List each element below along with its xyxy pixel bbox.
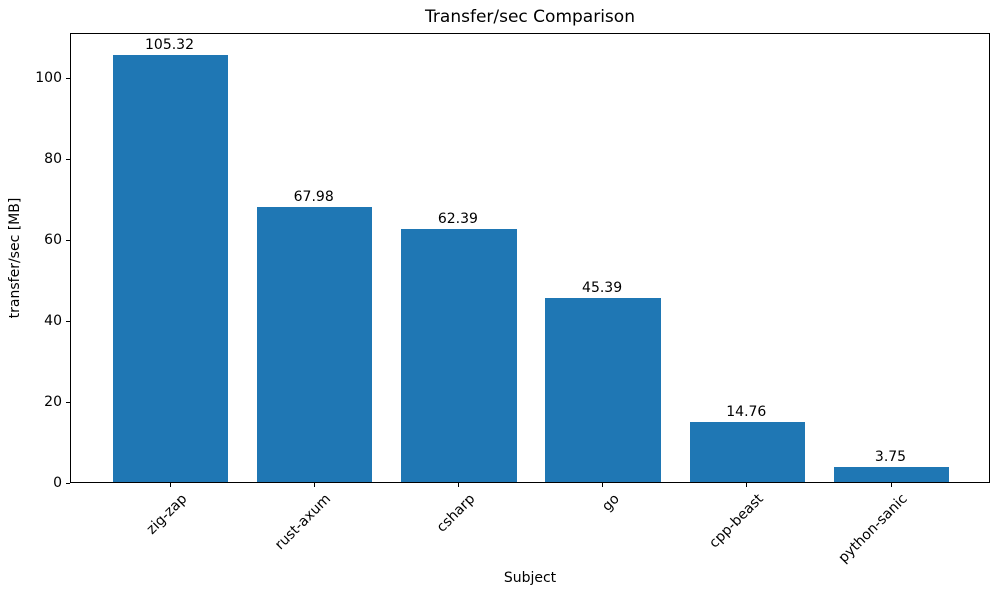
bar-value-label: 62.39 — [437, 211, 478, 228]
x-tick-label-python-sanic: python-sanic — [835, 491, 911, 567]
y-tick-label-80: 80 — [44, 151, 62, 167]
y-tick-label-0: 0 — [53, 475, 62, 491]
x-tick-mark — [746, 483, 748, 487]
x-tick-mark — [602, 483, 604, 487]
x-tick-label-cpp-beast: cpp-beast — [706, 491, 767, 552]
y-tick-mark — [66, 401, 70, 403]
x-tick-label-rust-axum: rust-axum — [271, 491, 335, 554]
bar-cpp-beast — [689, 422, 805, 482]
x-tick-label-go: go — [598, 491, 623, 515]
y-tick-mark — [66, 158, 70, 160]
bar-csharp — [401, 229, 517, 482]
bar-rust-axum — [257, 206, 373, 482]
y-tick-mark — [66, 482, 70, 484]
y-axis-label: transfer/sec [MB] — [7, 197, 23, 319]
y-tick-label-100: 100 — [35, 70, 62, 86]
x-tick-label-csharp: csharp — [433, 491, 479, 536]
x-tick-label-zig-zap: zig-zap — [143, 491, 190, 538]
bar-zig-zap — [112, 55, 229, 482]
chart-title: Transfer/sec Comparison — [425, 7, 635, 27]
x-tick-mark — [169, 483, 171, 487]
y-tick-label-40: 40 — [44, 313, 62, 329]
plot-area — [70, 33, 990, 483]
y-tick-mark — [66, 239, 70, 241]
y-tick-mark — [66, 320, 70, 322]
x-axis-label: Subject — [503, 570, 557, 586]
y-tick-label-60: 60 — [44, 232, 62, 248]
y-tick-label-20: 20 — [44, 394, 62, 410]
bar-value-label: 105.32 — [145, 37, 194, 54]
bar-python-sanic — [833, 466, 950, 482]
bar-go — [545, 298, 661, 482]
x-tick-mark — [890, 483, 892, 487]
bar-value-label: 14.76 — [726, 404, 767, 421]
bar-value-label: 3.75 — [874, 448, 907, 465]
bar-value-label: 67.98 — [293, 188, 334, 205]
bar-value-label: 45.39 — [582, 280, 623, 297]
x-tick-mark — [313, 483, 315, 487]
x-tick-mark — [457, 483, 459, 487]
y-tick-mark — [66, 77, 70, 79]
